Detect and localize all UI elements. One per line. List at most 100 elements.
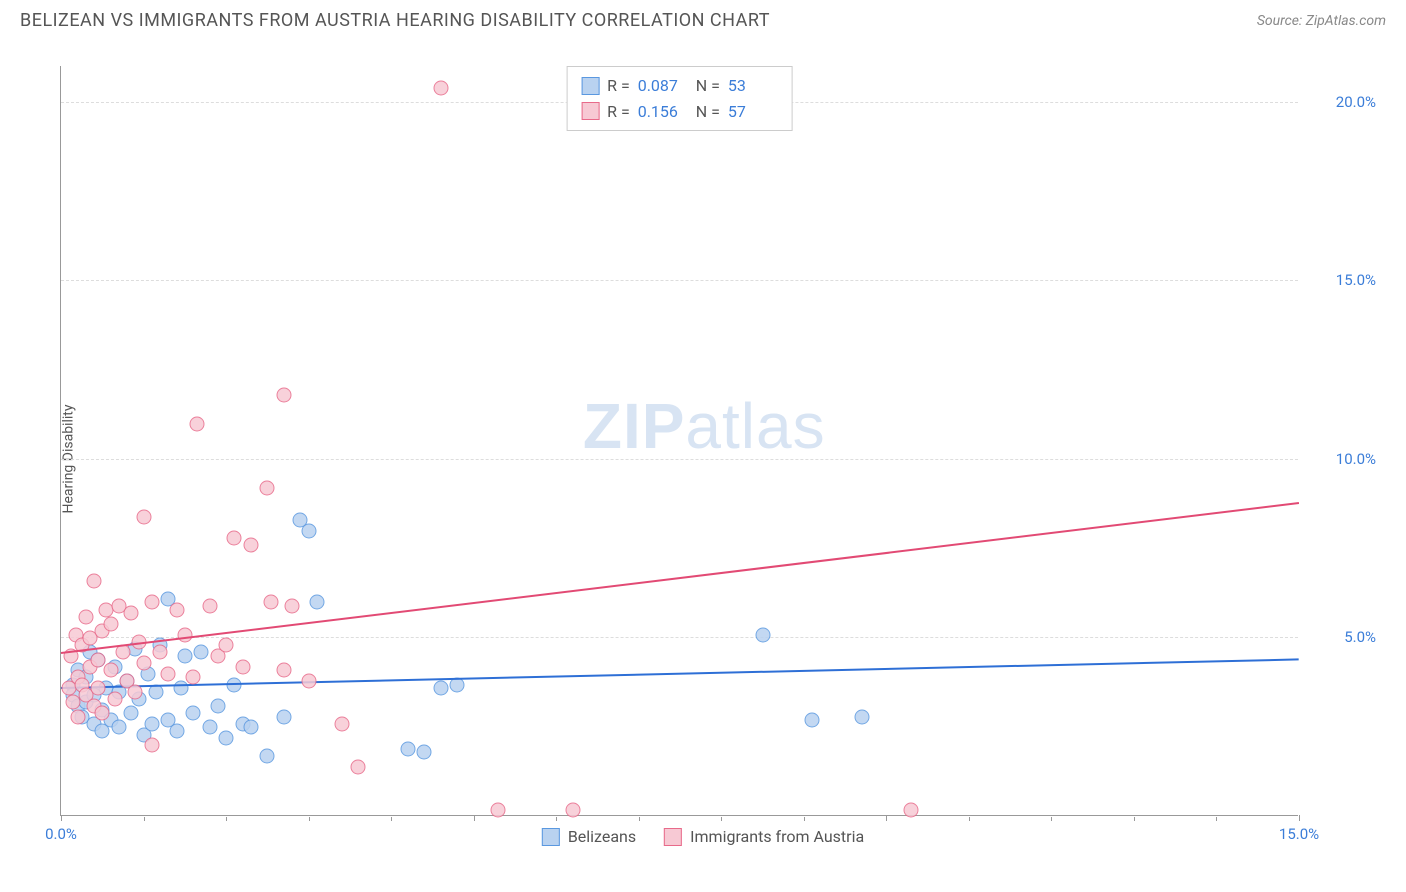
legend-label: Immigrants from Austria [690, 827, 864, 846]
scatter-point [186, 706, 201, 721]
x-tick-mark [474, 815, 475, 821]
scatter-point [103, 663, 118, 678]
scatter-point [400, 741, 415, 756]
scatter-point [219, 638, 234, 653]
x-tick-label: 15.0% [1279, 825, 1319, 843]
scatter-point [186, 670, 201, 685]
source-label: Source: ZipAtlas.com [1257, 13, 1386, 29]
gridline [61, 280, 1298, 281]
scatter-point [202, 720, 217, 735]
scatter-point [264, 595, 279, 610]
y-tick-label: 15.0% [1306, 271, 1376, 289]
plot-area: ZIPatlas R =0.087N =53R =0.156N =57 5.0%… [60, 66, 1298, 816]
stats-row: R = 0.156 N = 57 [581, 99, 778, 125]
x-minor-tick [721, 817, 722, 821]
scatter-point [136, 509, 151, 524]
scatter-point [124, 706, 139, 721]
scatter-point [351, 759, 366, 774]
x-minor-tick [144, 817, 145, 821]
scatter-point [144, 716, 159, 731]
scatter-point [565, 802, 580, 817]
scatter-point [260, 749, 275, 764]
scatter-point [417, 745, 432, 760]
scatter-point [95, 706, 110, 721]
x-minor-tick [391, 817, 392, 821]
stats-box: R =0.087N =53R =0.156N =57 [566, 66, 793, 131]
r-label: R = [607, 73, 630, 99]
scatter-point [91, 681, 106, 696]
scatter-point [87, 574, 102, 589]
scatter-point [854, 709, 869, 724]
scatter-point [177, 649, 192, 664]
scatter-point [285, 599, 300, 614]
scatter-point [904, 802, 919, 817]
scatter-point [161, 666, 176, 681]
scatter-point [276, 709, 291, 724]
scatter-point [805, 713, 820, 728]
n-label: N = [696, 99, 720, 125]
scatter-point [136, 656, 151, 671]
scatter-point [755, 627, 770, 642]
n-value: 53 [728, 73, 778, 99]
scatter-point [169, 602, 184, 617]
x-minor-tick [1051, 817, 1052, 821]
x-minor-tick [639, 817, 640, 821]
scatter-point [78, 609, 93, 624]
scatter-point [111, 720, 126, 735]
x-minor-tick [309, 817, 310, 821]
scatter-point [128, 684, 143, 699]
x-minor-tick [226, 817, 227, 821]
scatter-point [144, 595, 159, 610]
r-label: R = [607, 99, 630, 125]
scatter-point [144, 738, 159, 753]
scatter-point [210, 699, 225, 714]
scatter-point [177, 627, 192, 642]
scatter-point [235, 659, 250, 674]
scatter-point [124, 606, 139, 621]
scatter-point [433, 681, 448, 696]
x-minor-tick [1134, 817, 1135, 821]
gridline [61, 637, 1298, 638]
scatter-point [301, 524, 316, 539]
x-tick-label: 0.0% [45, 825, 77, 843]
chart-title: BELIZEAN VS IMMIGRANTS FROM AUSTRIA HEAR… [20, 10, 770, 31]
y-tick-label: 5.0% [1306, 628, 1376, 646]
scatter-point [276, 663, 291, 678]
scatter-point [243, 538, 258, 553]
scatter-point [169, 724, 184, 739]
y-tick-label: 20.0% [1306, 93, 1376, 111]
scatter-point [219, 731, 234, 746]
chart-container: Hearing Disability ZIPatlas R =0.087N =5… [20, 46, 1386, 872]
scatter-point [70, 709, 85, 724]
y-tick-label: 10.0% [1306, 450, 1376, 468]
x-minor-tick [969, 817, 970, 821]
scatter-point [173, 681, 188, 696]
x-minor-tick [1216, 817, 1217, 821]
n-value: 57 [728, 99, 778, 125]
scatter-point [190, 416, 205, 431]
x-tick-mark [61, 815, 62, 821]
x-tick-mark [886, 815, 887, 821]
scatter-point [194, 645, 209, 660]
legend-item: Immigrants from Austria [664, 827, 864, 846]
scatter-point [301, 674, 316, 689]
scatter-point [115, 645, 130, 660]
legend-item: Belizeans [542, 827, 636, 846]
legend: Belizeans Immigrants from Austria [542, 827, 864, 846]
x-minor-tick [804, 817, 805, 821]
scatter-point [276, 388, 291, 403]
scatter-point [260, 481, 275, 496]
legend-swatch [542, 828, 560, 846]
legend-swatch [581, 102, 599, 120]
scatter-point [153, 645, 168, 660]
scatter-point [103, 616, 118, 631]
scatter-point [334, 716, 349, 731]
legend-swatch [581, 77, 599, 95]
scatter-point [227, 531, 242, 546]
watermark: ZIPatlas [583, 389, 826, 463]
scatter-point [107, 691, 122, 706]
r-value: 0.156 [638, 99, 688, 125]
scatter-point [243, 720, 258, 735]
trend-line [61, 502, 1299, 654]
scatter-point [202, 599, 217, 614]
